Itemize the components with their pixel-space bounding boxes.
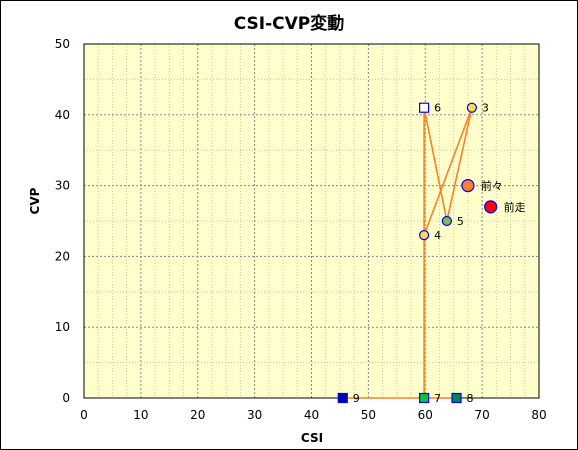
point-label: 前走 [504, 200, 526, 214]
point-7 [419, 392, 430, 404]
x-tick-label: 0 [80, 408, 88, 422]
y-tick-label: 0 [62, 391, 70, 405]
point-label: 8 [467, 392, 474, 405]
x-tick-label: 50 [361, 408, 376, 422]
y-tick-label: 40 [55, 108, 70, 122]
point-label: 9 [353, 392, 360, 405]
chart-title: CSI-CVP変動 [234, 13, 345, 34]
y-axis-label: CVP [28, 187, 42, 214]
point-8 [451, 392, 462, 404]
x-tick-label: 80 [531, 408, 546, 422]
point-3 [466, 102, 477, 113]
x-axis-label: CSI [301, 431, 323, 445]
point-前走 [484, 200, 498, 214]
y-tick-label: 20 [55, 249, 70, 263]
y-tick-label: 10 [55, 320, 70, 334]
point-label: 4 [434, 229, 441, 242]
point-9 [337, 392, 348, 404]
x-tick-label: 10 [133, 408, 148, 422]
point-label: 3 [482, 102, 489, 115]
x-tick-label: 40 [304, 408, 319, 422]
point-5 [441, 215, 452, 227]
point-label: 前々 [481, 179, 503, 193]
x-tick-label: 30 [247, 408, 262, 422]
plot-border [83, 43, 540, 399]
point-前々 [461, 179, 475, 193]
x-tick-label: 70 [474, 408, 489, 422]
y-tick-label: 30 [55, 179, 70, 193]
point-label: 5 [457, 215, 464, 228]
x-tick-label: 60 [418, 408, 433, 422]
point-4 [419, 230, 430, 241]
x-tick-label: 20 [190, 408, 205, 422]
point-label: 7 [434, 392, 441, 405]
point-6 [419, 102, 430, 113]
point-label: 6 [434, 102, 441, 115]
y-tick-label: 50 [55, 37, 70, 51]
